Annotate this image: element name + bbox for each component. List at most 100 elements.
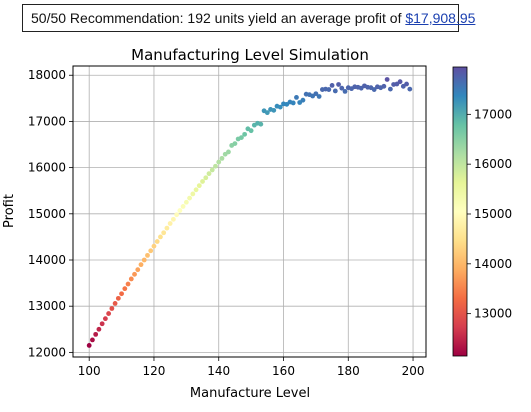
data-point — [387, 86, 393, 92]
data-point — [264, 110, 270, 116]
data-point — [167, 221, 173, 226]
data-point — [242, 131, 248, 137]
data-point — [170, 216, 176, 222]
y-tick-label: 13000 — [28, 299, 66, 313]
x-axis-label: Manufacture Level — [190, 386, 310, 401]
data-point — [219, 155, 225, 161]
data-point — [115, 295, 121, 301]
data-point — [96, 326, 102, 332]
x-tick-label: 140 — [207, 364, 230, 378]
x-tick-label: 200 — [402, 364, 425, 378]
data-point — [119, 291, 124, 297]
data-point — [93, 331, 99, 337]
data-point — [125, 281, 131, 287]
data-point — [128, 276, 134, 282]
data-point — [232, 141, 238, 147]
data-point — [161, 230, 167, 236]
data-point — [154, 239, 160, 244]
data-point — [174, 212, 180, 218]
data-point — [371, 87, 377, 92]
data-point — [336, 82, 341, 87]
data-point — [213, 163, 218, 169]
data-point — [138, 262, 144, 268]
recommendation-text: 50/50 Recommendation: 192 units yield an… — [31, 10, 406, 26]
data-point — [248, 128, 254, 134]
data-point — [226, 149, 231, 155]
data-point — [342, 89, 348, 94]
data-point — [145, 252, 150, 258]
average-profit-value: $17,908.95 — [405, 10, 476, 26]
data-point — [200, 179, 205, 184]
x-tick-label: 160 — [272, 364, 295, 378]
data-point — [180, 204, 186, 209]
data-point — [290, 100, 296, 106]
y-tick-label: 14000 — [28, 253, 66, 267]
data-point — [177, 208, 183, 213]
data-point — [158, 234, 163, 240]
colorbar-tick-label: 16000 — [474, 157, 512, 171]
data-point — [300, 97, 306, 103]
data-point — [326, 87, 332, 92]
x-tick-label: 100 — [78, 364, 101, 378]
data-point — [329, 83, 335, 88]
data-point — [141, 257, 147, 263]
data-point — [239, 135, 244, 140]
data-points — [86, 77, 413, 348]
data-point — [193, 187, 199, 193]
data-point — [381, 83, 387, 89]
data-point — [397, 79, 403, 85]
data-point — [277, 104, 283, 110]
data-point — [339, 85, 345, 91]
data-point — [206, 171, 212, 177]
gridlines — [73, 66, 426, 357]
chart-title: Manufacturing Level Simulation — [131, 46, 369, 64]
y-axis-label: Profit — [2, 194, 17, 228]
colorbar-tick-label: 13000 — [474, 307, 512, 321]
x-tick-label: 180 — [337, 364, 360, 378]
data-point — [122, 286, 128, 292]
data-point — [294, 95, 299, 100]
data-point — [404, 81, 409, 87]
data-point — [148, 248, 154, 254]
colorbar-tick-label: 15000 — [474, 207, 512, 221]
colorbar-tick-label: 17000 — [474, 107, 512, 121]
y-tick-label: 15000 — [28, 207, 66, 221]
colorbar-ticks: 13000 14000 15000 16000 17000 — [467, 107, 512, 321]
data-point — [216, 159, 222, 165]
data-point — [258, 121, 264, 127]
data-point — [332, 88, 338, 94]
data-point — [187, 195, 192, 201]
data-point — [102, 316, 108, 322]
data-point — [190, 191, 196, 197]
y-tick-label: 12000 — [28, 345, 66, 359]
data-point — [384, 77, 390, 82]
data-point — [313, 91, 319, 97]
data-point — [151, 243, 157, 249]
recommendation-callout: 50/50 Recommendation: 192 units yield an… — [22, 4, 475, 32]
y-tick-label: 18000 — [28, 68, 66, 82]
data-point — [271, 107, 277, 113]
data-point — [86, 343, 92, 348]
data-point — [183, 199, 189, 205]
data-point — [90, 337, 95, 343]
plot-frame — [72, 65, 427, 358]
y-tick-label: 17000 — [28, 114, 66, 128]
y-tick-label: 16000 — [28, 161, 66, 175]
data-point — [209, 167, 215, 173]
axes: 100 120 140 160 180 200 12000 13000 14000 15000 16… — [28, 68, 425, 378]
data-point — [196, 183, 202, 189]
data-point — [132, 271, 137, 277]
colorbar-tick-label: 14000 — [474, 257, 512, 271]
data-point — [106, 311, 112, 316]
x-tick-label: 120 — [143, 364, 166, 378]
data-point — [112, 301, 118, 306]
data-point — [109, 306, 115, 311]
data-point — [135, 267, 141, 273]
data-point — [164, 225, 170, 231]
data-point — [203, 175, 209, 181]
colorbar — [452, 66, 468, 357]
data-point — [99, 321, 105, 327]
data-point — [407, 86, 413, 92]
data-point — [316, 94, 322, 99]
